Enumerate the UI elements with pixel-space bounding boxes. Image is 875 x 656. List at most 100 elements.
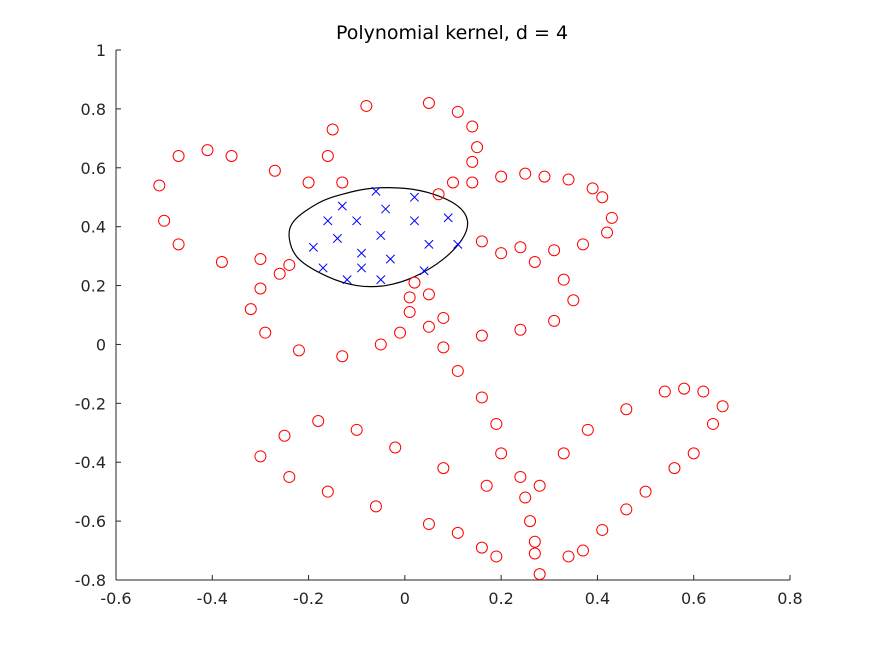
x-point [424,239,434,249]
circle-point [528,547,541,560]
y-tick-label: 1 [96,41,106,60]
circle-point [620,403,633,416]
circle-point [475,541,488,554]
circle-point [360,99,373,112]
circle-point [422,518,435,531]
circle-point [514,323,527,336]
circle-point [172,238,185,251]
y-tick-label: -0.6 [75,512,106,531]
circle-point [451,526,464,539]
circle-point [548,244,561,257]
circle-point [172,150,185,162]
circle-point [495,170,508,183]
circle-point [158,214,171,227]
y-tick-label: -0.4 [75,453,106,472]
circle-point [451,364,464,377]
data-markers [153,97,729,581]
circle-point [519,491,532,504]
circle-point [576,238,589,251]
circle-point [475,329,488,342]
circle-point [201,144,214,157]
x-tick-label: -0.6 [100,589,131,608]
circle-point [557,273,570,286]
circle-point [283,470,296,483]
x-tick-label: -0.2 [293,589,324,608]
circle-point [408,276,421,289]
x-point [332,233,343,243]
x-point [356,263,367,273]
circle-point [706,417,719,430]
circle-point [576,544,589,557]
circle-point [548,314,561,327]
circle-point [495,247,508,260]
circle-point [254,450,267,463]
circle-point [422,320,435,333]
circle-point [432,188,445,201]
x-point [409,192,420,202]
circle-point [490,550,503,563]
y-tick-label: 0.6 [81,159,106,178]
x-point [376,275,386,285]
x-tick-label: 0.8 [777,589,802,608]
circle-point [524,515,537,528]
x-tick-label: 0.6 [681,589,706,608]
circle-point [687,447,700,460]
y-ticks: -0.8 -0.6 -0.4 -0.2 0 0.2 0.4 0.6 0.8 1 [75,41,121,590]
circle-point [466,176,479,189]
circle-point [153,179,166,192]
x-point [443,213,453,223]
chart-title: Polynomial kernel, d = 4 [336,22,568,44]
y-tick-label: -0.8 [75,571,106,590]
circle-point [466,155,479,168]
x-point [381,204,391,214]
x-point [376,230,386,241]
axes [115,50,790,581]
circle-point [369,500,382,513]
circle-point [475,235,488,248]
y-tick-label: 0.4 [81,218,106,237]
circle-point [422,97,435,109]
circle-point [601,226,614,239]
circle-point [678,382,691,395]
circle-point [215,256,228,268]
x-tick-label: 0.4 [585,589,610,608]
circle-point [697,385,710,398]
circle-point [268,164,281,177]
circle-point [273,267,286,280]
circle-point [639,485,652,498]
circle-point [605,211,618,224]
circle-point [336,176,349,189]
x-point [342,275,352,285]
circle-point [471,141,484,154]
circle-point [490,417,503,430]
circle-point [403,306,416,319]
y-tick-label: 0.8 [81,100,106,119]
circle-point [292,344,305,357]
circle-point [495,447,508,460]
x-point [371,186,381,196]
circle-point [312,415,325,427]
circle-point [437,462,450,475]
circle-point [519,167,532,180]
circle-point [620,503,633,516]
x-tick-label: 0.2 [488,589,513,608]
circle-point [533,568,546,581]
circle-point [514,470,527,483]
circle-point [326,123,339,136]
x-point [453,239,463,249]
x-point [352,216,362,226]
circle-point [374,338,387,351]
circle-point [538,170,551,183]
x-point [318,263,328,273]
x-tick-label: 0 [400,589,410,608]
y-tick-label: 0.2 [81,277,106,296]
circle-point [350,423,363,436]
circle-point [658,385,671,398]
circle-point [437,341,450,354]
x-point [337,201,347,211]
circle-point [557,447,570,460]
circle-point [254,282,267,295]
x-point [356,248,367,258]
